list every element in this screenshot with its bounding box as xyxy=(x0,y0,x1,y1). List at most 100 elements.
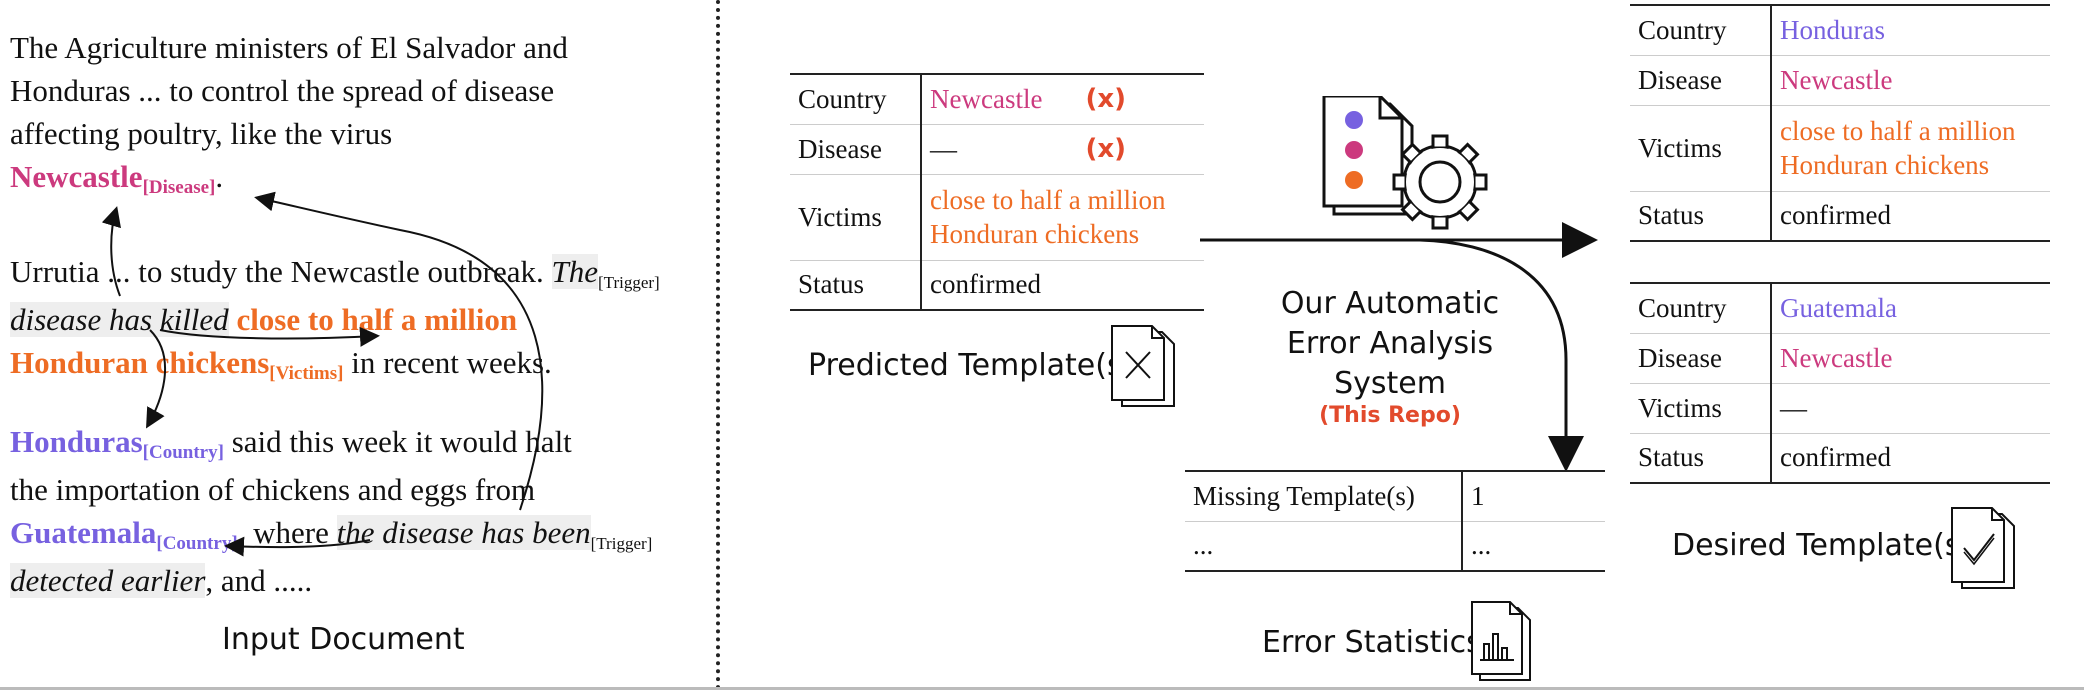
document-arrows xyxy=(101,191,544,557)
predicted-template-caption: Predicted Template(s) xyxy=(808,348,1135,383)
doc-line: Guatemala[Country], where the disease ha… xyxy=(10,511,710,559)
section-divider xyxy=(716,0,720,690)
flow-arrows xyxy=(1200,222,1598,472)
field-key: Victims xyxy=(790,173,922,260)
field-key: Status xyxy=(1630,432,1772,484)
value-text: Newcastle xyxy=(930,83,1043,114)
entity-victims: Honduran chickens xyxy=(10,345,270,380)
table-row: Victims close to half a million Honduran … xyxy=(790,173,1204,260)
entity-guatemala: Guatemala xyxy=(10,515,157,550)
field-value: confirmed xyxy=(1771,190,2050,242)
predicted-template-table: Country Newcastle (x) Disease — (x) Victim… xyxy=(790,73,1204,311)
table-row: Disease Newcastle xyxy=(1630,332,2050,383)
field-key: Country xyxy=(790,73,922,124)
doc-text: said this week it would halt xyxy=(223,424,572,459)
trigger-text: the disease has been xyxy=(336,515,591,550)
bottom-border xyxy=(0,687,2084,690)
doc-line: affecting poultry, like the virus xyxy=(10,116,393,151)
input-document-caption: Input Document xyxy=(222,622,465,657)
error-statistics-table: Missing Template(s) 1 ... ... xyxy=(1185,470,1605,572)
country-tag: [Country] xyxy=(156,533,238,554)
table-row: Status confirmed xyxy=(790,259,1204,311)
field-value: Honduras xyxy=(1771,4,2050,55)
table-row: Missing Template(s) 1 xyxy=(1185,470,1605,521)
field-key: Victims xyxy=(1630,104,1772,191)
field-key: Disease xyxy=(1630,54,1772,105)
stat-key: Missing Template(s) xyxy=(1185,470,1463,521)
error-analysis-system: Our Automatic Error Analysis System (Thi… xyxy=(1230,284,1550,428)
doc-text: , where xyxy=(237,515,337,550)
stat-key: ... xyxy=(1185,520,1463,572)
error-mark: (x) xyxy=(1085,83,1126,114)
table-row: Country Honduras xyxy=(1630,4,2050,55)
value-text: Honduran chickens xyxy=(1780,150,1990,180)
doc-line: Honduras ... to control the spread of di… xyxy=(10,73,555,108)
stat-value: ... xyxy=(1462,520,1605,572)
field-key: Country xyxy=(1630,282,1772,333)
value-text: — xyxy=(930,133,957,164)
field-value: close to half a million Honduran chickens xyxy=(921,173,1204,260)
table-row: Status confirmed xyxy=(1630,190,2050,242)
trigger-text: detected earlier xyxy=(10,563,206,598)
table-row: Disease — (x) xyxy=(790,123,1204,174)
trigger-tag: [Trigger] xyxy=(598,273,660,292)
table-row: Disease Newcastle xyxy=(1630,54,2050,105)
field-value: Guatemala xyxy=(1771,282,2050,333)
this-repo-label: (This Repo) xyxy=(1319,403,1461,428)
doc-line: The Agriculture ministers of El Salvador… xyxy=(10,30,568,65)
desired-template-table-2: Country Guatemala Disease Newcastle Vict… xyxy=(1630,282,2050,484)
field-value: — (x) xyxy=(921,123,1204,174)
input-document: The Agriculture ministers of El Salvador… xyxy=(10,26,710,203)
doc-line: Urrutia ... to study the Newcastle outbr… xyxy=(10,250,710,298)
error-mark: (x) xyxy=(1085,133,1126,164)
doc-line: Honduras[Country] said this week it woul… xyxy=(10,420,710,468)
value-text: close to half a million xyxy=(1780,116,2016,146)
field-value: close to half a million Honduran chickens xyxy=(1771,104,2050,191)
doc-line: detected earlier, and ..... xyxy=(10,559,710,602)
table-row: Victims — xyxy=(1630,382,2050,433)
desired-template-table-1: Country Honduras Disease Newcastle Victi… xyxy=(1630,4,2050,242)
input-document-para2: Urrutia ... to study the Newcastle outbr… xyxy=(10,250,710,389)
value-text: Honduran chickens xyxy=(930,219,1140,249)
table-row: Victims close to half a million Honduran … xyxy=(1630,104,2050,191)
field-key: Disease xyxy=(1630,332,1772,383)
value-text: close to half a million xyxy=(930,185,1166,215)
country-tag: [Country] xyxy=(142,442,224,463)
doc-line: the importation of chickens and eggs fro… xyxy=(10,472,536,507)
victims-tag: [Victims] xyxy=(269,363,344,384)
table-row: ... ... xyxy=(1185,520,1605,572)
table-row: Country Guatemala xyxy=(1630,282,2050,333)
input-document-para3: Honduras[Country] said this week it woul… xyxy=(10,420,710,602)
field-key: Status xyxy=(790,259,922,311)
trigger-tag: [Trigger] xyxy=(590,534,653,553)
table-row: Country Newcastle (x) xyxy=(790,73,1204,124)
entity-newcastle: Newcastle xyxy=(10,159,143,194)
trigger-text: disease has killed xyxy=(10,302,229,337)
entity-honduras: Honduras xyxy=(10,424,143,459)
system-title-line: Error Analysis System xyxy=(1286,326,1494,401)
field-key: Disease xyxy=(790,123,922,174)
doc-text: Urrutia ... to study the Newcastle outbr… xyxy=(10,254,552,289)
file-cross-icon xyxy=(1111,325,1175,407)
error-statistics-caption: Error Statistics xyxy=(1262,625,1482,660)
field-value: Newcastle xyxy=(1771,332,2050,383)
file-chart-icon xyxy=(1471,601,1531,681)
doc-line: Newcastle[Disease]. xyxy=(10,155,710,203)
system-title-line: Our Automatic xyxy=(1280,286,1500,321)
doc-line: Honduran chickens[Victims] in recent wee… xyxy=(10,341,710,389)
field-value: confirmed xyxy=(1771,432,2050,484)
field-key: Country xyxy=(1630,4,1772,55)
field-key: Status xyxy=(1630,190,1772,242)
field-value: confirmed xyxy=(921,259,1204,311)
disease-tag: [Disease] xyxy=(142,177,216,198)
desired-template-caption: Desired Template(s) xyxy=(1672,528,1973,563)
doc-text: in recent weeks. xyxy=(343,345,552,380)
file-gear-icon xyxy=(1322,96,1488,230)
field-value: Newcastle (x) xyxy=(921,73,1204,124)
field-key: Victims xyxy=(1630,382,1772,433)
doc-text: , and ..... xyxy=(205,563,313,598)
file-check-icon xyxy=(1951,507,2015,589)
field-value: — xyxy=(1771,382,2050,433)
table-row: Status confirmed xyxy=(1630,432,2050,484)
